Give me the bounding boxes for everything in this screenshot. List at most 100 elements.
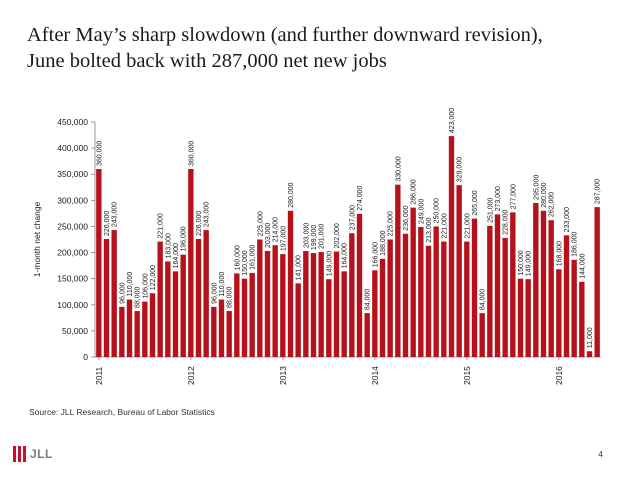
bar	[533, 202, 539, 357]
bar-value-label: 262,000	[549, 192, 556, 217]
bar-value-label: 199,000	[311, 225, 318, 250]
jll-logo-icon	[13, 446, 26, 462]
bar-value-label: 233,000	[564, 207, 571, 232]
bar-value-label: 96,000	[211, 282, 218, 304]
bar	[571, 259, 577, 357]
bar	[303, 250, 309, 357]
bar-value-label: 196,000	[181, 226, 188, 251]
x-tick-label: 2014	[370, 366, 380, 385]
bar-value-label: 164,000	[342, 243, 349, 268]
bar-value-label: 250,000	[434, 198, 441, 223]
bar	[96, 169, 102, 357]
bar-value-label: 160,000	[234, 245, 241, 270]
bar-value-label: 166,000	[372, 242, 379, 267]
bar-value-label: 295,000	[533, 175, 540, 200]
bar	[556, 269, 562, 357]
bar-value-label: 228,000	[503, 210, 510, 235]
bar	[234, 273, 240, 357]
bar	[249, 272, 255, 357]
bar	[456, 185, 462, 357]
bar-value-label: 423,000	[449, 108, 456, 133]
bar-value-label: 144,000	[579, 253, 586, 278]
y-axis-title: 1-month net change	[32, 201, 42, 277]
bar	[349, 233, 355, 357]
bar	[402, 233, 409, 357]
bar-value-label: 360,000	[188, 141, 195, 166]
bar-value-label: 251,000	[487, 198, 494, 223]
x-tick-label: 2011	[94, 366, 104, 385]
bar	[356, 213, 363, 357]
bar	[211, 306, 217, 357]
bar	[241, 278, 248, 357]
jll-logo-text: JLL	[30, 447, 53, 461]
bar-value-label: 249,000	[418, 199, 425, 224]
bar-value-label: 203,000	[265, 223, 272, 248]
y-tick-label: 250,000	[57, 221, 88, 231]
bar	[418, 226, 424, 357]
bar	[395, 184, 401, 357]
bar	[257, 239, 263, 357]
y-tick-label: 50,000	[62, 326, 88, 336]
bar-value-label: 243,000	[204, 202, 211, 227]
bar	[287, 210, 294, 357]
bar-value-label: 201,000	[319, 224, 326, 249]
bar-value-label: 265,000	[472, 190, 479, 215]
bar-value-label: 106,000	[142, 273, 149, 298]
bar	[149, 293, 156, 357]
bar	[203, 230, 209, 357]
bar-value-label: 221,000	[464, 213, 471, 238]
x-tick-label: 2012	[186, 366, 196, 385]
bar-value-label: 161,000	[250, 245, 257, 270]
bar-value-label: 183,000	[165, 233, 172, 258]
bar	[264, 250, 271, 357]
bar-value-label: 221,000	[158, 213, 165, 238]
bar	[425, 245, 432, 357]
bar-value-label: 286,000	[411, 179, 418, 204]
bar	[410, 207, 416, 357]
bar	[372, 270, 378, 357]
x-tick-label: 2015	[462, 366, 472, 385]
bar	[448, 136, 455, 357]
page-number: 4	[598, 449, 603, 459]
y-tick-label: 450,000	[57, 117, 88, 127]
bar-value-label: 197,000	[280, 226, 287, 251]
bar-value-label: 110,000	[127, 272, 134, 297]
bar	[364, 313, 370, 357]
x-tick-label: 2016	[554, 366, 564, 385]
bar	[188, 169, 194, 357]
bar-value-label: 168,000	[556, 241, 563, 266]
bar	[326, 279, 332, 357]
bar-value-label: 280,000	[541, 182, 548, 207]
source-note: Source: JLL Research, Bureau of Labor St…	[29, 407, 215, 417]
bar	[517, 278, 524, 357]
bar	[218, 299, 225, 357]
bar	[471, 218, 478, 357]
bar-value-label: 330,000	[395, 156, 402, 181]
y-tick-label: 350,000	[57, 169, 88, 179]
bar	[594, 207, 600, 357]
bar-value-label: 213,000	[426, 217, 433, 242]
bar	[295, 283, 301, 357]
bar-value-label: 150,000	[242, 250, 249, 275]
bar	[226, 311, 232, 357]
bar	[333, 251, 340, 357]
bar	[119, 306, 125, 357]
bar-value-label: 329,000	[457, 157, 464, 182]
bar	[280, 254, 286, 357]
y-tick-label: 200,000	[57, 248, 88, 258]
bar-value-label: 203,000	[303, 223, 310, 248]
jll-logo: JLL	[13, 446, 53, 462]
bar	[172, 271, 179, 357]
bar	[318, 252, 324, 357]
bar	[510, 212, 516, 357]
bar-value-label: 274,000	[357, 186, 364, 211]
bar	[494, 214, 501, 357]
bar-value-label: 110,000	[219, 272, 226, 297]
y-tick-label: 0	[83, 352, 88, 362]
bar	[103, 238, 110, 357]
bar-value-label: 150,000	[518, 250, 525, 275]
bar-value-label: 122,000	[150, 265, 157, 290]
bar-value-label: 225,000	[388, 211, 395, 236]
bar	[165, 261, 171, 357]
bar-value-label: 226,000	[196, 211, 203, 236]
